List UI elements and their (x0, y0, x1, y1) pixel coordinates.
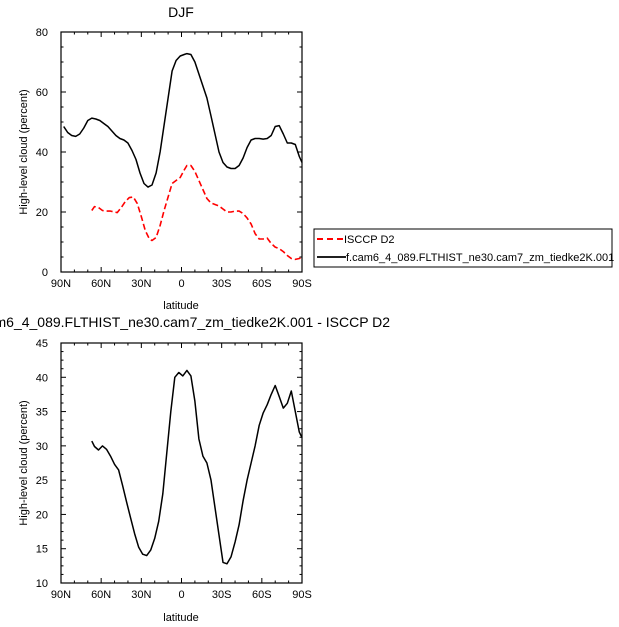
panel-2-ytick-label: 40 (36, 372, 48, 384)
panel-2-ytick-label: 15 (36, 544, 48, 556)
panel-1-plot-frame (60, 31, 303, 273)
panel-1-xtick-label: 30N (131, 278, 151, 290)
panel-2-yaxis: 10 15 20 25 30 35 40 45 (36, 338, 302, 590)
panel-1-xaxis: 90N 60N 30N 0 30S 60S 90S (51, 32, 312, 290)
panel-2-ylabel: High-level cloud (percent) (18, 400, 30, 525)
panel-2-ytick-label: 35 (36, 407, 48, 419)
panel-2-xtick-label: 90S (292, 589, 312, 601)
panel-1-ytick-label: 40 (36, 147, 48, 159)
panel-1-ytick-label: 20 (36, 207, 48, 219)
panel-1-xtick-label: 90N (51, 278, 71, 290)
panel-1-ytick-label: 0 (42, 267, 48, 279)
panel-1-yaxis: 0 20 40 60 80 (36, 27, 302, 279)
panel-1-series-0-line (91, 164, 303, 261)
legend-label-isccp: ISCCP D2 (344, 234, 395, 246)
panel-2: f.cam6_4_089.FLTHIST_ne30.cam7_zm_tiedke… (0, 314, 390, 624)
panel-2-ytick-label: 25 (36, 475, 48, 487)
panel-2-ytick-label: 10 (36, 578, 48, 590)
panel-2-xtick-label: 0 (178, 589, 184, 601)
panel-2-xtick-label: 60N (91, 589, 111, 601)
panel-1: DJF High-level cloud (percent) latitude … (18, 4, 312, 312)
panel-1-xtick-label: 30S (212, 278, 232, 290)
panel-2-xaxis: 90N 60N 30N 0 30S 60S 90S (51, 343, 312, 601)
panel-1-xlabel: latitude (163, 300, 198, 312)
panel-2-title: f.cam6_4_089.FLTHIST_ne30.cam7_zm_tiedke… (0, 314, 390, 330)
panel-1-ytick-label: 80 (36, 27, 48, 39)
panel-2-ytick-label: 20 (36, 509, 48, 521)
panel-1-xtick-label: 60N (91, 278, 111, 290)
panel-2-plot-frame (60, 342, 303, 584)
legend-box (313, 228, 613, 268)
panel-1-xtick-label: 90S (292, 278, 312, 290)
panel-1-series-1-line (63, 52, 303, 188)
panel-1-xtick-label: 60S (252, 278, 272, 290)
panel-1-series-group (63, 52, 303, 261)
panel-1-ytick-label: 60 (36, 87, 48, 99)
legend-label-model: f.cam6_4_089.FLTHIST_ne30.cam7_zm_tiedke… (346, 252, 614, 264)
panel-2-series-group (91, 369, 303, 565)
panel-2-xtick-label: 30S (212, 589, 232, 601)
panel-2-ytick-label: 30 (36, 441, 48, 453)
panel-2-ytick-label: 45 (36, 338, 48, 350)
panel-2-xlabel: latitude (163, 612, 198, 624)
panel-2-xtick-label: 60S (252, 589, 272, 601)
panel-2-xtick-label: 30N (131, 589, 151, 601)
panel-1-title: DJF (168, 4, 194, 20)
legend: ISCCP D2 f.cam6_4_089.FLTHIST_ne30.cam7_… (313, 228, 614, 268)
panel-1-ylabel: High-level cloud (percent) (18, 89, 30, 214)
panel-2-series-0-line (91, 369, 303, 565)
panel-1-xtick-label: 0 (178, 278, 184, 290)
panel-2-xtick-label: 90N (51, 589, 71, 601)
